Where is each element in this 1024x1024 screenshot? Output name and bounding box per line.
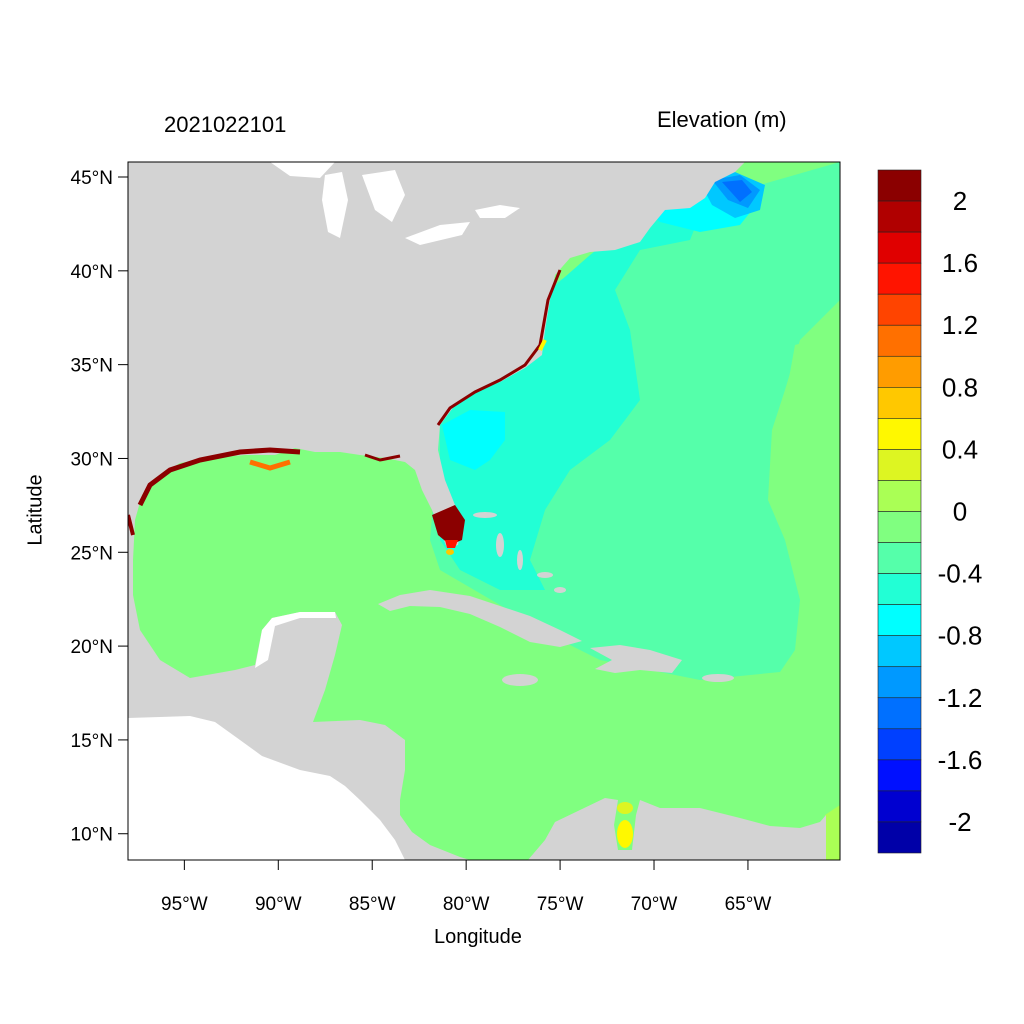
puerto-rico-land xyxy=(702,674,734,682)
lat-tick-label: 15°N xyxy=(71,731,113,752)
colorbar-swatch xyxy=(877,169,922,202)
colorbar-swatch xyxy=(877,449,922,481)
colorbar-swatch xyxy=(877,480,922,512)
colorbar-swatch xyxy=(877,666,922,699)
colorbar-swatch xyxy=(877,573,922,605)
colorbar-swatch xyxy=(877,418,922,450)
colorbar-swatch xyxy=(877,821,922,854)
colorbar-swatch xyxy=(877,790,922,823)
south-florida-flooding xyxy=(432,505,465,545)
x-axis-label: Longitude xyxy=(434,926,522,948)
map-area xyxy=(128,162,840,860)
colorbar-swatch xyxy=(877,728,922,761)
colorbar-swatch xyxy=(877,511,922,543)
jamaica-land xyxy=(502,674,538,686)
right-strip xyxy=(772,300,840,672)
coastal-flooding xyxy=(128,269,562,536)
cyan-region xyxy=(442,410,505,470)
nearshore-region xyxy=(440,215,700,590)
bahamas-islands xyxy=(473,512,566,593)
lat-tick-label: 20°N xyxy=(71,637,113,658)
lon-tick-label: 90°W xyxy=(255,894,302,915)
lat-tick-label: 45°N xyxy=(71,168,113,189)
colorbar-label: -2 xyxy=(948,807,971,837)
colorbar-swatch xyxy=(877,697,922,730)
lon-tick-label: 75°W xyxy=(537,894,584,915)
south-america-land xyxy=(528,798,826,860)
colorbar-label: 0.8 xyxy=(942,372,978,402)
colorbar: 2 1.6 1.2 0.8 0.4 0 -0.4 -0.8 -1.2 -1.6 -2 xyxy=(877,169,983,854)
lon-tick-label: 80°W xyxy=(443,894,490,915)
lat-tick-label: 40°N xyxy=(71,262,113,283)
map-date-title: 2021022101 xyxy=(164,112,287,137)
colorbar-swatch xyxy=(877,387,922,419)
colorbar-swatch xyxy=(877,355,922,388)
colorbar-label: -0.8 xyxy=(938,621,983,651)
colorbar-swatch xyxy=(877,293,922,326)
lat-tick-label: 30°N xyxy=(71,449,113,470)
cuba-land xyxy=(378,590,582,647)
colorbar-label: 0 xyxy=(953,497,967,527)
colorbar-label: -0.4 xyxy=(938,559,983,589)
colorbar-swatch xyxy=(877,635,922,668)
great-lakes xyxy=(270,162,520,245)
lat-tick-label: 35°N xyxy=(71,356,113,377)
yucatan-coast-white xyxy=(255,612,336,668)
colorbar-swatch xyxy=(877,324,922,357)
se-corner-high xyxy=(825,805,840,860)
colorbar-swatch xyxy=(877,200,922,233)
lon-tick-label: 85°W xyxy=(349,894,396,915)
colorbar-label: 1.2 xyxy=(942,310,978,340)
colorbar-swatch xyxy=(877,759,922,792)
variable-title: Elevation (m) xyxy=(657,107,787,132)
colorbar-label: 2 xyxy=(953,186,967,216)
lon-tick-label: 70°W xyxy=(631,894,678,915)
florida-keys-yellow xyxy=(446,549,454,555)
axis-ticks: 95°W 90°W 85°W 80°W 75°W 70°W 65°W 45°N 40°N 35°N… xyxy=(71,168,772,915)
north-america-land xyxy=(128,162,745,860)
colorbar-label: -1.2 xyxy=(938,683,983,713)
lat-tick-label: 10°N xyxy=(71,825,113,846)
lat-tick-label: 25°N xyxy=(71,543,113,564)
lake-maracaibo xyxy=(617,820,633,848)
gulf-of-maine-lowest xyxy=(722,180,752,202)
south-florida-edge xyxy=(445,540,458,548)
lon-tick-label: 65°W xyxy=(725,894,772,915)
colorbar-swatch xyxy=(877,604,922,636)
map-frame xyxy=(127,161,841,861)
colorbar-swatch xyxy=(877,262,922,295)
hispaniola-land xyxy=(590,645,682,673)
colorbar-swatch xyxy=(877,231,922,264)
colorbar-label: 0.4 xyxy=(942,434,978,464)
colorbar-label: 1.6 xyxy=(942,248,978,278)
colorbar-label: -1.6 xyxy=(938,745,983,775)
lon-tick-label: 95°W xyxy=(161,894,208,915)
maracaibo-lowland xyxy=(617,802,633,814)
colorbar-swatch xyxy=(877,542,922,574)
pacific-ocean xyxy=(128,716,405,860)
